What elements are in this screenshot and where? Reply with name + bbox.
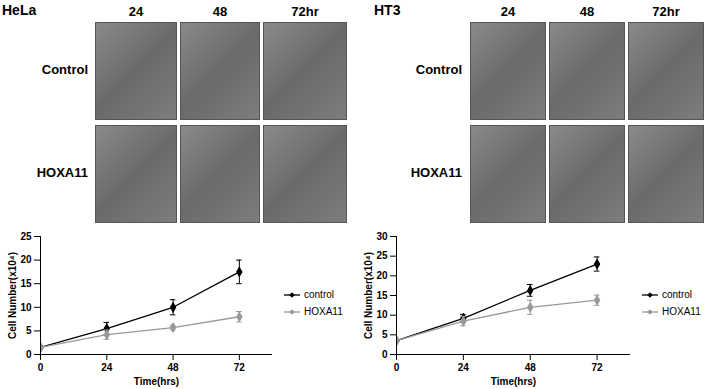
svg-text:Time(hrs): Time(hrs) xyxy=(134,376,179,387)
html-text:HOXA11: HOXA11 xyxy=(304,306,343,317)
svg-text:24: 24 xyxy=(458,362,470,373)
html-text:HeLa: HeLa xyxy=(2,2,37,18)
html-text:HOXA11: HOXA11 xyxy=(36,165,88,180)
svg-text:0: 0 xyxy=(382,349,388,360)
svg-text:15: 15 xyxy=(20,278,32,289)
svg-text:5: 5 xyxy=(26,325,32,336)
svg-text:5: 5 xyxy=(382,329,388,340)
svg-text:20: 20 xyxy=(376,270,388,281)
html-text:Control: Control xyxy=(415,62,462,77)
svg-text:0: 0 xyxy=(394,362,400,373)
svg-text:48: 48 xyxy=(168,362,180,373)
html-text:Control: Control xyxy=(41,62,88,77)
svg-text:25: 25 xyxy=(20,231,32,242)
html-text:72hr: 72hr xyxy=(652,4,680,19)
html-text:HT3: HT3 xyxy=(374,2,401,18)
svg-text:72: 72 xyxy=(592,362,604,373)
svg-text:48: 48 xyxy=(525,362,537,373)
html-text:48: 48 xyxy=(579,4,595,19)
svg-text:Cell Number(x10⁴): Cell Number(x10⁴) xyxy=(363,252,374,339)
svg-text:0: 0 xyxy=(26,349,32,360)
svg-text:25: 25 xyxy=(376,250,388,261)
svg-text:10: 10 xyxy=(20,302,32,313)
html-text:48: 48 xyxy=(212,4,228,19)
svg-text:10: 10 xyxy=(376,309,388,320)
html-text:24: 24 xyxy=(128,4,144,19)
svg-text:20: 20 xyxy=(20,254,32,265)
svg-text:0: 0 xyxy=(38,362,44,373)
html-text:24: 24 xyxy=(500,4,516,19)
svg-text:24: 24 xyxy=(101,362,113,373)
html-text:HOXA11: HOXA11 xyxy=(662,306,701,317)
svg-text:Time(hrs): Time(hrs) xyxy=(491,376,536,387)
html-text:HOXA11: HOXA11 xyxy=(410,165,462,180)
html-text:control: control xyxy=(662,289,692,300)
html-text:control: control xyxy=(304,289,334,300)
html-text:72hr: 72hr xyxy=(291,4,319,19)
svg-text:15: 15 xyxy=(376,290,388,301)
svg-text:72: 72 xyxy=(234,362,246,373)
svg-text:Cell Number(x10⁴): Cell Number(x10⁴) xyxy=(7,252,18,339)
svg-text:30: 30 xyxy=(376,231,388,242)
